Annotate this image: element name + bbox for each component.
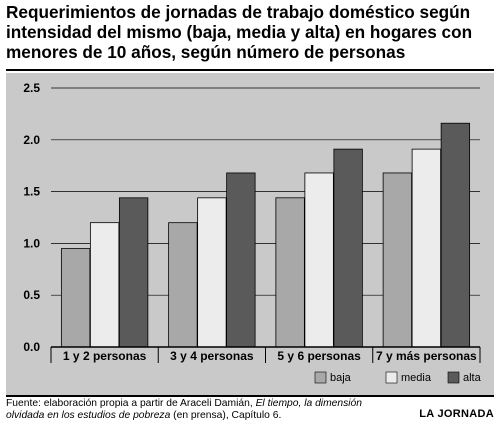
footer-rule (6, 395, 494, 397)
bar-alta-2 (226, 172, 256, 348)
bars (60, 122, 471, 348)
bar-media-3 (304, 172, 334, 348)
bar-media-2 (197, 197, 227, 348)
legend-swatch-media (385, 371, 398, 384)
bar-alta-1 (118, 197, 149, 348)
y-tick-label: 1.5 (23, 185, 40, 199)
source-title-1: El tiempo, la dimensión (255, 398, 363, 409)
legend-label-media: media (401, 372, 432, 384)
bar-alta-3 (333, 148, 363, 348)
category-label: 5 y 6 personas (277, 349, 361, 363)
y-tick-label: 2.0 (23, 133, 40, 147)
title-rule (6, 69, 494, 71)
source-text-2: (en prensa), Capítulo 6. (170, 410, 282, 421)
brand-logo-text: LA JORNADA (419, 408, 494, 420)
legend-swatch-alta (447, 371, 460, 384)
category-label: 7 y más personas (376, 349, 477, 363)
chart-title: Requerimientos de jornadas de trabajo do… (6, 2, 473, 62)
bar-baja-2 (168, 222, 198, 348)
legend-swatch-baja (314, 371, 327, 384)
category-label: 3 y 4 personas (170, 349, 254, 363)
legend-label-alta: alta (463, 372, 482, 384)
bar-baja-3 (275, 197, 305, 348)
x-axis (50, 346, 481, 363)
legend: baja media alta (314, 371, 482, 384)
bar-media-1 (89, 222, 120, 348)
y-tick-label: 1.0 (23, 236, 40, 250)
bar-baja-4 (382, 172, 413, 348)
bar-alta-4 (440, 122, 471, 348)
legend-label-baja: baja (330, 372, 352, 384)
source-title-2: olvidada en los estudios de pobreza (6, 410, 171, 421)
y-axis-ticks: 0.0 0.5 1.0 1.5 2.0 2.5 (23, 81, 40, 354)
source-text-1: Fuente: elaboración propia a partir de A… (6, 398, 256, 409)
y-tick-label: 0.0 (23, 340, 40, 354)
y-tick-label: 0.5 (23, 288, 40, 302)
bar-baja-1 (60, 248, 91, 348)
category-label: 1 y 2 personas (63, 349, 147, 363)
category-labels: 1 y 2 personas 3 y 4 personas 5 y 6 person… (63, 349, 477, 363)
y-tick-label: 2.5 (23, 81, 40, 95)
bar-media-4 (411, 148, 442, 348)
source-note: Fuente: elaboración propia a partir de A… (6, 398, 386, 422)
